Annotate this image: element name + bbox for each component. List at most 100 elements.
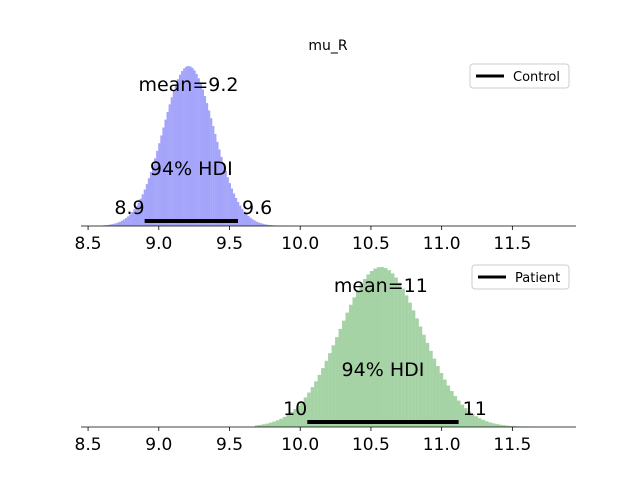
histogram-bar: [338, 328, 343, 427]
panel-control: 8.5 9.0 9.5 10.0 10.5 11.0 11.5 mean=9.2 94% HDI…: [75, 63, 576, 254]
histogram-bar: [261, 223, 265, 226]
x-tick-label: 10.5: [352, 234, 390, 254]
histogram-bar: [226, 177, 229, 226]
histogram-bar: [224, 170, 227, 226]
histogram-bar: [185, 66, 188, 226]
histogram-bar: [205, 103, 209, 226]
histogram-bar: [488, 422, 492, 427]
histogram-bar: [502, 425, 506, 427]
histogram-bar: [265, 423, 270, 427]
histogram-bar: [345, 312, 350, 427]
histogram-bar: [239, 205, 242, 226]
histogram-bar: [331, 345, 336, 427]
x-tick-label: 9.5: [216, 234, 243, 254]
histogram-bar: [328, 353, 332, 427]
x-tick-label: 9.0: [145, 234, 172, 254]
histogram-bar: [170, 97, 173, 226]
histogram-bar: [145, 184, 148, 226]
histogram-bar: [118, 221, 122, 226]
histogram-bar: [456, 400, 461, 427]
histogram-bar: [168, 104, 171, 226]
histogram-bar: [158, 143, 161, 226]
histogram-bar: [247, 216, 250, 226]
legend: Patient: [471, 264, 570, 290]
histogram-bar: [397, 282, 402, 427]
histogram-bar: [137, 202, 140, 226]
histogram-bar: [120, 220, 124, 226]
histogram-bar: [498, 424, 503, 427]
histogram-bar: [116, 222, 119, 226]
histogram-bar: [380, 267, 384, 427]
x-tick-label: 11.0: [423, 234, 461, 254]
histogram-bar: [193, 70, 196, 227]
chart-title: mu_R: [308, 38, 348, 54]
histogram-bar: [212, 126, 215, 226]
histogram-bar: [143, 189, 146, 226]
histogram-bar: [383, 268, 388, 427]
histogram-bar: [275, 420, 280, 427]
panel-patient: 8.5 9.0 9.5 10.0 10.5 11.0 11.5 mean=11 94% HDI 1…: [75, 264, 576, 455]
hdi-low-label: 8.9: [114, 197, 144, 219]
histogram-bar: [164, 119, 167, 226]
x-tick-label: 11.0: [423, 435, 461, 455]
hdi-high-label: 9.6: [242, 197, 272, 219]
histogram-bar: [335, 337, 339, 427]
histogram-bar: [418, 326, 423, 427]
histogram-bar: [270, 225, 273, 226]
histogram-bar: [254, 425, 259, 427]
histogram-bar: [251, 219, 254, 226]
histogram-bar: [387, 270, 391, 427]
histogram-bar: [324, 360, 329, 427]
histogram-bar: [199, 83, 202, 226]
histogram-bar: [314, 381, 318, 427]
histogram-bar: [191, 67, 194, 226]
x-tick-label: 11.5: [493, 234, 531, 254]
histogram-bar: [214, 133, 217, 226]
histogram-bar: [127, 216, 130, 226]
histogram-bar: [172, 90, 175, 226]
histogram-bar: [425, 342, 430, 427]
histogram-bar: [147, 178, 151, 226]
histogram-bar: [112, 223, 115, 226]
x-tick-label: 10.0: [281, 435, 319, 455]
histogram-bar: [355, 290, 360, 427]
histogram-bar: [411, 310, 416, 427]
histogram-bar: [135, 206, 138, 226]
histogram-bar: [289, 412, 294, 427]
histogram-bar: [257, 222, 261, 226]
histogram-bar: [166, 111, 169, 226]
histogram-bar: [394, 277, 398, 427]
histogram-bar: [208, 110, 211, 226]
histogram-bar: [463, 408, 468, 427]
histogram-bar: [253, 220, 256, 226]
hdi-label: 94% HDI: [150, 158, 233, 180]
histogram-bar: [195, 73, 198, 226]
histogram-bar: [505, 425, 510, 427]
histogram-bar: [234, 197, 238, 226]
hdi-high-label: 11: [463, 398, 487, 420]
histogram-bar: [446, 385, 451, 427]
histogram-bar: [286, 414, 290, 427]
histogram-bar: [174, 84, 178, 226]
histogram-bar: [162, 127, 165, 226]
histogram-bar: [300, 401, 304, 427]
histogram-bar: [481, 419, 485, 427]
histogram-bar: [114, 223, 117, 226]
histogram-bar: [443, 379, 447, 427]
histogram-bar: [129, 214, 132, 226]
histogram-bar: [369, 270, 374, 427]
histogram-bar: [264, 224, 267, 226]
histogram-bar: [183, 68, 186, 226]
histogram-bar: [268, 422, 273, 427]
histogram-bar: [460, 404, 465, 427]
x-tick-label: 10.5: [352, 435, 390, 455]
histogram-bar: [268, 224, 271, 226]
mean-label: mean=11: [334, 275, 428, 297]
histogram-bar: [201, 89, 204, 226]
histogram-bar: [491, 423, 496, 427]
x-tick-label: 11.5: [493, 435, 531, 455]
histogram-bar: [317, 374, 322, 427]
histogram-bar: [467, 411, 472, 427]
histogram-bar: [495, 424, 499, 427]
